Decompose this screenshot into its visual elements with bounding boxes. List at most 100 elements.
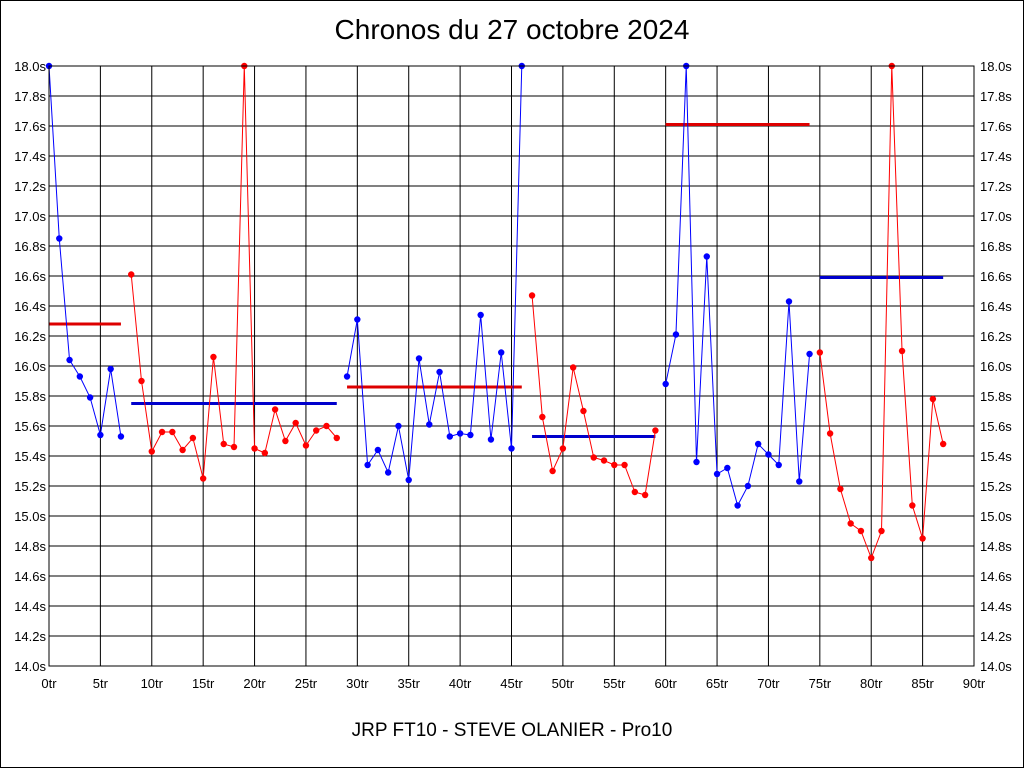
data-point: [909, 502, 916, 509]
data-point: [837, 485, 844, 493]
series-line: [665, 65, 811, 507]
data-point: [323, 422, 330, 430]
y-tick-label: 15.4s: [14, 449, 46, 464]
x-tick-label: 15tr: [192, 676, 215, 691]
data-point: [744, 482, 752, 490]
data-point: [898, 347, 906, 355]
x-tick-label: 45tr: [500, 676, 523, 691]
plot-border: [48, 65, 975, 667]
data-point: [816, 349, 824, 356]
data-point: [754, 440, 762, 448]
x-tick-label: 75tr: [809, 676, 832, 691]
data-point: [364, 461, 371, 469]
grid-lines: [48, 65, 975, 667]
y-tick-label: 17.4s: [980, 149, 1012, 164]
data-point: [128, 271, 135, 278]
y-tick-label: 16.2s: [14, 329, 46, 344]
x-tick-label: 50tr: [552, 676, 575, 691]
data-point: [590, 454, 597, 461]
y-tick-label: 16.0s: [980, 359, 1012, 374]
data-point: [662, 380, 669, 388]
data-point: [271, 406, 279, 413]
y-tick-label: 15.0s: [980, 509, 1012, 524]
x-tick-label: 80tr: [860, 676, 883, 691]
data-point: [138, 377, 145, 385]
data-point: [456, 430, 464, 437]
x-tick-label: 55tr: [603, 676, 626, 691]
data-point: [230, 443, 238, 451]
data-point: [426, 421, 433, 428]
data-point: [477, 311, 484, 319]
series-line: [531, 295, 656, 496]
data-point: [107, 365, 114, 373]
x-tick-label: 85tr: [911, 676, 934, 691]
data-point: [333, 434, 340, 442]
x-tick-label: 65tr: [706, 676, 729, 691]
y-tick-labels-left: 14.0s 14.2s 14.4s 14.6s 14.8s 15.0s 15.2s 15.4s…: [14, 59, 46, 674]
data-point: [847, 520, 854, 527]
y-tick-label: 17.2s: [980, 179, 1012, 194]
data-point: [498, 349, 505, 356]
data-point: [868, 554, 875, 562]
data-point: [313, 427, 320, 434]
data-point: [117, 433, 125, 440]
data-point: [179, 446, 186, 454]
y-tick-label: 15.8s: [14, 389, 46, 404]
data-point: [796, 478, 803, 485]
data-point: [405, 476, 412, 484]
data-point: [929, 395, 937, 403]
y-tick-label: 17.0s: [980, 209, 1012, 224]
series-points: [45, 62, 947, 562]
data-point: [436, 368, 443, 376]
series-lines: [48, 65, 944, 560]
data-point: [549, 467, 556, 475]
y-tick-label: 15.8s: [980, 389, 1012, 404]
data-point: [354, 316, 361, 323]
y-tick-label: 14.2s: [14, 629, 46, 644]
data-point: [806, 350, 813, 358]
y-tick-label: 15.2s: [980, 479, 1012, 494]
y-tick-label: 16.6s: [980, 269, 1012, 284]
y-tick-label: 14.6s: [980, 569, 1012, 584]
data-point: [703, 253, 710, 260]
data-point: [158, 428, 166, 436]
y-tick-label: 14.6s: [14, 569, 46, 584]
y-tick-label: 16.6s: [14, 269, 46, 284]
data-point: [76, 373, 84, 380]
data-point: [446, 433, 454, 440]
y-tick-label: 17.2s: [14, 179, 46, 194]
y-tick-label: 16.0s: [14, 359, 46, 374]
data-point: [282, 437, 289, 445]
y-tick-labels-right: 14.0s 14.2s 14.4s 14.6s 14.8s 15.0s 15.2s 15.4s…: [980, 59, 1012, 674]
x-tick-label: 70tr: [757, 676, 780, 691]
data-point: [148, 448, 155, 455]
y-tick-label: 14.8s: [980, 539, 1012, 554]
chart-subtitle: JRP FT10 - STEVE OLANIER - Pro10: [351, 720, 673, 741]
y-tick-label: 14.4s: [14, 599, 46, 614]
data-point: [395, 422, 402, 430]
data-point: [826, 430, 834, 437]
y-tick-label: 14.0s: [980, 659, 1012, 674]
y-tick-label: 16.8s: [14, 239, 46, 254]
y-tick-label: 18.0s: [980, 59, 1012, 74]
data-point: [785, 298, 793, 305]
data-point: [878, 527, 885, 535]
data-point: [251, 445, 258, 452]
series-line: [346, 65, 523, 481]
series-line: [48, 65, 122, 437]
data-point: [210, 353, 217, 361]
data-point: [528, 292, 536, 299]
series-line: [819, 65, 944, 560]
data-point: [611, 461, 618, 469]
y-tick-label: 17.6s: [14, 119, 46, 134]
data-point: [919, 535, 926, 542]
data-point: [302, 442, 310, 449]
y-tick-label: 16.4s: [980, 299, 1012, 314]
data-point: [724, 464, 731, 472]
x-tick-label: 10tr: [141, 676, 164, 691]
y-tick-label: 17.0s: [14, 209, 46, 224]
data-point: [600, 457, 608, 464]
data-point: [734, 502, 741, 509]
y-tick-label: 15.4s: [980, 449, 1012, 464]
